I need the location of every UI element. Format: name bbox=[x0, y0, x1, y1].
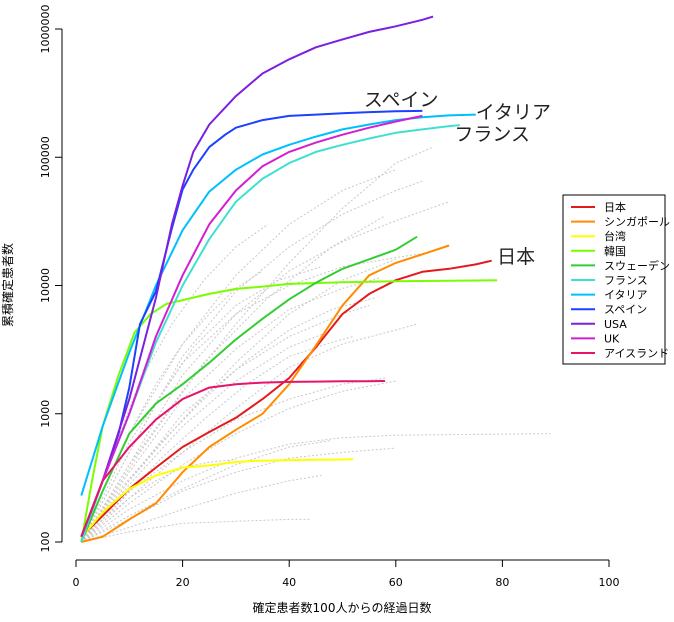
background-series-line-18 bbox=[81, 475, 322, 543]
background-series-line-5 bbox=[80, 380, 396, 543]
background-series-line-22 bbox=[81, 439, 332, 543]
y-tick-label: 100 bbox=[39, 532, 52, 553]
y-ticks: 100 1000 10000 100000 1000000 bbox=[39, 5, 62, 553]
series-line-4 bbox=[80, 279, 498, 543]
annotation-label: イタリア bbox=[476, 102, 551, 124]
series-line-8 bbox=[80, 109, 423, 538]
series-line-5 bbox=[80, 235, 418, 543]
legend-label: フランス bbox=[604, 274, 648, 287]
annotation-label: 日本 bbox=[497, 246, 535, 268]
x-tick-label: 60 bbox=[389, 576, 403, 589]
background-series-line-8 bbox=[80, 252, 428, 543]
legend-label: 日本 bbox=[604, 200, 626, 214]
background-series-line-4 bbox=[80, 297, 375, 543]
legend-label: アイスランド bbox=[604, 347, 669, 360]
series-line-10 bbox=[80, 114, 423, 538]
y-tick-label: 100000 bbox=[39, 136, 52, 178]
x-tick-label: 40 bbox=[282, 576, 296, 589]
background-series-line-23 bbox=[80, 180, 423, 543]
series-line-3 bbox=[80, 458, 354, 539]
legend-label: シンガポール bbox=[604, 216, 670, 229]
legend-label: USA bbox=[604, 318, 627, 331]
background-series-line-9 bbox=[80, 266, 322, 543]
background-series-line-1 bbox=[80, 146, 434, 543]
background-series-line-12 bbox=[81, 518, 311, 543]
y-tick-label: 1000000 bbox=[39, 5, 52, 54]
annotation-label: スペイン bbox=[364, 89, 439, 111]
x-axis-title: 確定患者数100人からの経過日数 bbox=[253, 600, 432, 615]
y-tick-label: 10000 bbox=[39, 268, 52, 303]
legend-label: スウェーデン bbox=[604, 258, 670, 272]
annotation-label: フランス bbox=[454, 124, 530, 146]
background-series-line-13 bbox=[80, 459, 236, 543]
y-tick-label: 1000 bbox=[39, 400, 52, 428]
background-series-line-17 bbox=[80, 323, 418, 543]
y-axis-title: 累積確定患者数 bbox=[0, 243, 15, 327]
background-series-line-16 bbox=[80, 215, 386, 543]
background-series-group bbox=[80, 146, 551, 543]
background-series-line-15 bbox=[80, 201, 450, 543]
legend-label: UK bbox=[604, 332, 620, 345]
background-series-line-21 bbox=[80, 336, 354, 543]
legend-label: 台湾 bbox=[604, 229, 626, 243]
legend-label: スペイン bbox=[604, 303, 647, 316]
x-tick-label: 0 bbox=[73, 576, 80, 589]
x-tick-label: 80 bbox=[495, 576, 509, 589]
series-line-11 bbox=[80, 380, 386, 538]
legend-label: イタリア bbox=[604, 289, 648, 302]
series-line-7 bbox=[80, 113, 476, 496]
background-series-line-20 bbox=[80, 277, 380, 543]
x-ticks: 0 20 40 60 80 100 bbox=[73, 560, 620, 589]
series-line-9 bbox=[80, 15, 434, 538]
series-line-2 bbox=[81, 244, 450, 543]
background-series-line-24 bbox=[80, 332, 327, 543]
x-tick-label: 20 bbox=[176, 576, 190, 589]
series-line-1 bbox=[80, 259, 492, 538]
x-tick-label: 100 bbox=[599, 576, 620, 589]
main-series-group bbox=[80, 15, 498, 543]
legend-label: 韓国 bbox=[604, 245, 626, 258]
